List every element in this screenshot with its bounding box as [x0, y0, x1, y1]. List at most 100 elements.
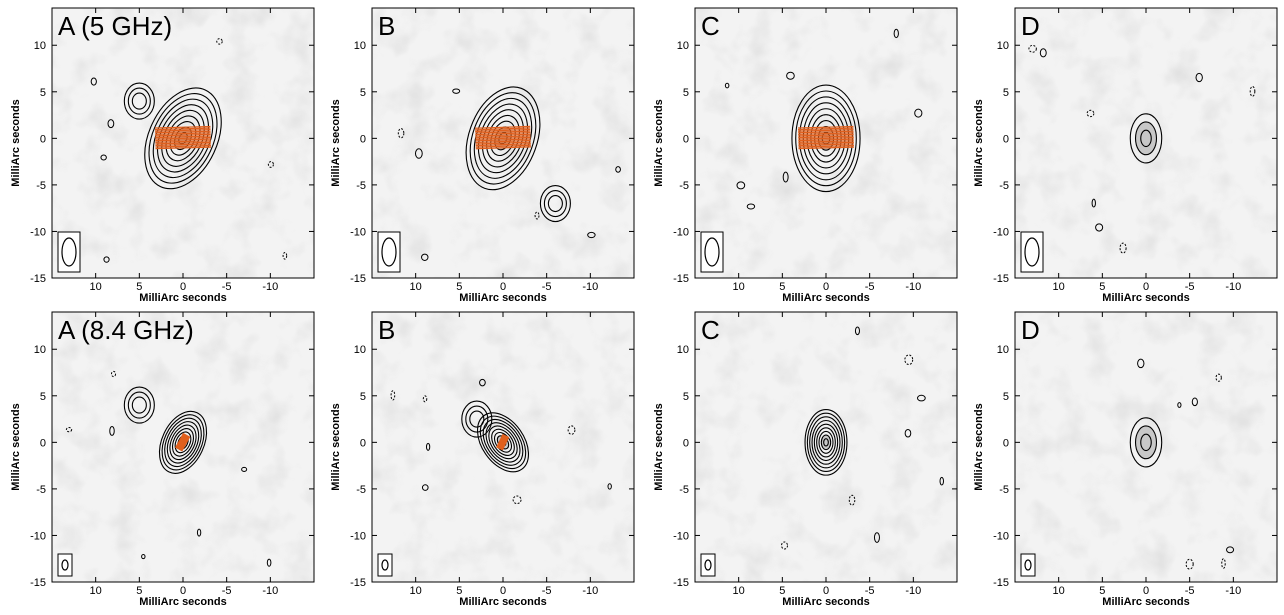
polarization-vector: [181, 436, 191, 452]
panel: 10 5 0 -5 -10 10 5 0 -5 -10 -15 MilliArc seconds Mil…: [10, 311, 315, 608]
noise-contour: [1221, 558, 1226, 569]
beam-ellipse: [61, 237, 77, 267]
x-axis-title: MilliArc seconds: [459, 292, 546, 304]
noise-contour: [421, 484, 429, 491]
noise-contour: [615, 166, 621, 173]
panel: 10 5 0 -5 -10 10 5 0 -5 -10 -15 MilliArc seconds Mil…: [973, 7, 1278, 304]
panel-label: D: [1021, 315, 1040, 345]
noise-contour: [109, 425, 115, 436]
polarization-vector: [155, 135, 211, 139]
x-tick-label: 5: [779, 585, 785, 597]
contour: [1140, 129, 1152, 148]
noise-contour: [100, 154, 107, 161]
polarization-vector: [475, 125, 531, 129]
contour: [791, 84, 861, 193]
y-tick-label: 10: [34, 344, 46, 356]
polarization-vector: [179, 435, 189, 451]
y-tick-label: -15: [993, 577, 1009, 589]
y-tick-label: 0: [683, 437, 689, 449]
y-axis-title: MilliArc seconds: [10, 403, 22, 490]
polarization-vector: [475, 130, 531, 134]
x-tick-label: 10: [90, 585, 102, 597]
noise-contour: [397, 128, 405, 139]
polarization-vector: [155, 132, 211, 136]
panel: 10 5 0 -5 -10 10 5 0 -5 -10 -15 MilliArc seconds Mil…: [973, 311, 1278, 608]
polarization-vector: [155, 140, 211, 143]
polarization-vector: [154, 127, 211, 131]
noise-contour: [736, 181, 746, 190]
noise-contour: [90, 77, 97, 86]
y-tick-label: -5: [999, 484, 1009, 496]
polarization-vector: [798, 141, 854, 145]
noise-contour: [1215, 373, 1222, 382]
polarization-vector: [155, 144, 211, 148]
y-tick-label: 10: [997, 40, 1009, 52]
beam-ellipse: [704, 237, 720, 267]
polarization-vector: [177, 434, 187, 450]
panel-label: C: [701, 315, 720, 345]
contour: [806, 412, 846, 473]
contour: [818, 430, 834, 454]
x-tick-label: 10: [1053, 585, 1065, 597]
noise-contour: [282, 251, 288, 260]
polarization-vector: [154, 125, 211, 129]
x-tick-label: -10: [582, 585, 598, 597]
x-tick-label: 0: [1143, 585, 1149, 597]
y-tick-label: 0: [683, 133, 689, 145]
y-tick-label: 10: [677, 344, 689, 356]
polarization-vector: [798, 146, 855, 150]
beam-ellipse: [381, 559, 389, 571]
x-tick-label: -10: [905, 281, 921, 293]
noise-contour: [107, 119, 115, 129]
noise-contour: [904, 354, 914, 366]
jet-contour: [469, 410, 485, 428]
contour: [804, 409, 848, 476]
noise-contour: [781, 541, 789, 550]
contour: [816, 427, 836, 458]
y-tick-label: 0: [360, 437, 366, 449]
jet-contour: [123, 82, 155, 120]
x-tick-label: -10: [262, 281, 278, 293]
y-tick-label: 5: [683, 391, 689, 403]
x-tick-label: 10: [1053, 281, 1065, 293]
x-tick-label: -5: [542, 281, 552, 293]
contour: [476, 412, 530, 473]
beam-ellipse: [1024, 237, 1040, 267]
noise-contour: [1137, 358, 1145, 369]
contour: [164, 417, 202, 468]
x-tick-label: 5: [1099, 585, 1105, 597]
polarization-vector: [475, 144, 531, 148]
x-tick-label: -10: [1225, 585, 1241, 597]
x-axis-title: MilliArc seconds: [1102, 292, 1189, 304]
panel-label: B: [378, 315, 395, 345]
polarization-vector: [496, 433, 504, 448]
x-axis-title: MilliArc seconds: [139, 292, 226, 304]
y-tick-label: -10: [993, 226, 1009, 238]
y-tick-label: -5: [679, 484, 689, 496]
y-axis-title: MilliArc seconds: [653, 403, 665, 490]
polarization-vector: [497, 434, 505, 449]
noise-contour: [452, 88, 461, 94]
beam-ellipse: [61, 559, 69, 571]
contour: [491, 428, 515, 456]
noise-contour: [141, 553, 146, 560]
x-tick-label: -5: [865, 281, 875, 293]
noise-contour: [422, 395, 428, 403]
contour: [482, 418, 524, 466]
beam-box: [1020, 553, 1036, 577]
panel: 10 5 0 -5 -10 10 5 0 -5 -10 -15 MilliArc seconds Mil…: [330, 311, 635, 608]
polarization-vector: [501, 436, 510, 451]
polarization-vector: [798, 143, 854, 147]
noise-contour: [848, 494, 856, 506]
contour: [465, 86, 541, 191]
noise-contour: [1249, 86, 1256, 97]
y-tick-label: -5: [36, 484, 46, 496]
y-tick-label: -5: [356, 484, 366, 496]
y-tick-label: 10: [34, 40, 46, 52]
y-tick-label: -15: [350, 273, 366, 285]
y-tick-label: 5: [40, 391, 46, 403]
noise-contour: [266, 558, 272, 567]
jet-contour: [543, 189, 567, 218]
noise-contour: [1028, 44, 1037, 53]
